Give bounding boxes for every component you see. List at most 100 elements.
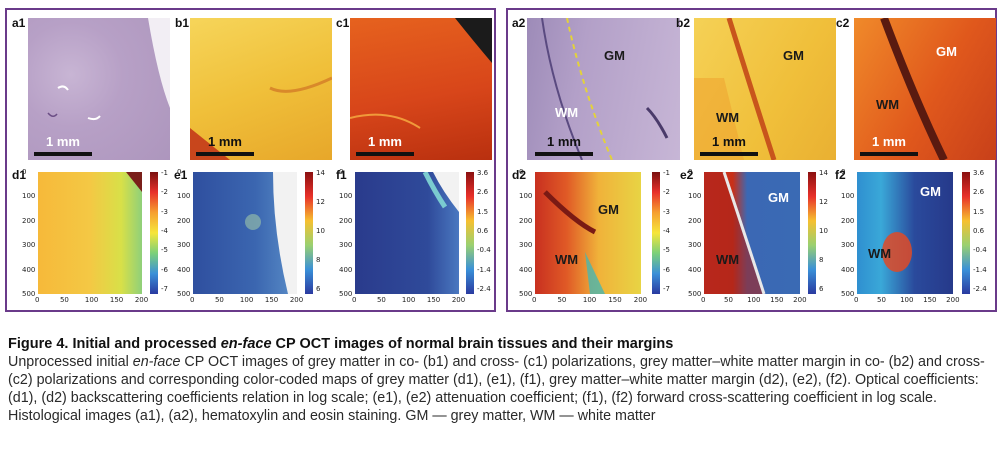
colorbar-tick-label: 10	[819, 226, 828, 235]
panel-label-f1: f1	[336, 168, 347, 182]
x-tick-label: 50	[214, 296, 224, 304]
colorbar-tick-label: -7	[663, 284, 670, 293]
colorbar-tick-label: -0.4	[973, 246, 987, 255]
colorbar-tick-label: -1	[161, 169, 168, 177]
x-tick-label: 150	[426, 296, 441, 304]
x-tick-label: 150	[770, 296, 784, 304]
colorbar-tick-label: 14	[316, 169, 325, 177]
caption-body: Unprocessed initial en-face CP OCT image…	[8, 354, 985, 424]
x-tick-label: 200	[633, 296, 648, 304]
y-tick-label: 500	[177, 290, 191, 298]
colorbar-e1	[305, 172, 313, 294]
x-tick-label: 150	[608, 296, 622, 304]
x-tick-label: 0	[532, 296, 537, 304]
panel-label-c1: c1	[336, 16, 350, 30]
colorbar-tick-label: -1	[663, 169, 670, 177]
attenuation-map-e2	[704, 172, 800, 294]
region-wm-a2: WM	[555, 105, 579, 120]
x-tick-label: 100	[401, 296, 416, 304]
caption-title: Figure 4. Initial and processed en-face …	[8, 336, 674, 352]
y-tick-label: 300	[339, 241, 353, 250]
y-tick-label: 300	[519, 241, 533, 250]
y-tick-label: 500	[841, 290, 855, 298]
y-tick-label: 500	[688, 290, 702, 298]
scale-bar-b1	[196, 152, 254, 156]
region-wm-d2: WM	[555, 252, 579, 267]
y-tick-label: 0	[339, 168, 344, 176]
region-gm-e2: GM	[768, 190, 789, 205]
colorbar-tick-label: -2	[161, 188, 168, 197]
panel-label-b1: b1	[175, 16, 190, 30]
colorbar-tick-label: -5	[663, 246, 670, 255]
colorbar-tick-label: -2	[663, 188, 670, 197]
forward-scatter-map-f1	[355, 172, 459, 294]
x-tick-label: 200	[793, 296, 807, 304]
y-tick-label: 400	[177, 265, 191, 274]
y-tick-label: 100	[22, 192, 36, 201]
backscatter-map-d2	[535, 172, 641, 294]
scale-label-a2: 1 mm	[547, 134, 581, 149]
y-tick-label: 400	[22, 265, 36, 274]
scale-bar-c2	[860, 152, 918, 156]
colorbar-tick-label: 8	[316, 255, 321, 264]
y-tick-label: 200	[519, 216, 533, 225]
x-tick-label: 150	[109, 296, 124, 304]
colorbar-tick-label: 10	[316, 226, 325, 235]
colorbar-tick-label: -5	[161, 246, 168, 255]
colorbar-tick-label: 12	[819, 197, 828, 206]
x-tick-label: 50	[724, 296, 733, 304]
panel-label-a2: a2	[512, 16, 526, 30]
attenuation-map-e1	[193, 172, 297, 294]
colorbar-tick-label: 2.6	[477, 188, 489, 197]
panel-label-e1: e1	[174, 168, 188, 182]
scale-label-a1: 1 mm	[46, 134, 80, 149]
colorbar-tick-label: -2.4	[973, 284, 987, 293]
y-tick-label: 200	[177, 216, 191, 225]
scale-label-c1: 1 mm	[368, 134, 402, 149]
x-tick-label: 100	[239, 296, 254, 304]
x-tick-label: 100	[84, 296, 99, 304]
region-gm-a2: GM	[604, 48, 625, 63]
scale-bar-a1	[34, 152, 92, 156]
panel-label-c2: c2	[836, 16, 850, 30]
colorbar-tick-label: -7	[161, 284, 168, 293]
y-tick-label: 0	[519, 168, 524, 176]
colorbar-tick-label: -1.4	[973, 265, 987, 274]
y-tick-label: 0	[841, 168, 846, 176]
scale-bar-a2	[535, 152, 593, 156]
y-tick-label: 300	[22, 241, 36, 250]
region-wm-b2: WM	[716, 110, 740, 125]
y-tick-label: 0	[22, 168, 27, 176]
y-tick-label: 100	[688, 192, 702, 201]
scale-bar-b2	[700, 152, 758, 156]
oct-co-polarization-b2	[694, 18, 836, 160]
scale-label-b1: 1 mm	[208, 134, 242, 149]
colorbar-e2	[808, 172, 816, 294]
scale-label-b2: 1 mm	[712, 134, 746, 149]
y-tick-label: 400	[519, 265, 533, 274]
region-gm-b2: GM	[783, 48, 804, 63]
map-texture-d2	[543, 190, 605, 294]
x-tick-label: 200	[289, 296, 304, 304]
figure-caption: Figure 4. Initial and processed en-face …	[8, 335, 993, 425]
backscatter-map-d1	[38, 172, 142, 294]
colorbar-tick-label: 14	[819, 169, 828, 177]
x-tick-label: 100	[747, 296, 761, 304]
colorbar-d2	[652, 172, 660, 294]
colorbar-tick-label: 3.6	[973, 169, 985, 177]
y-tick-label: 0	[688, 168, 693, 176]
histology-image-a1	[28, 18, 170, 160]
y-tick-label: 100	[841, 192, 855, 201]
region-gm-f2: GM	[920, 184, 941, 199]
y-tick-label: 400	[688, 265, 702, 274]
colorbar-tick-label: -6	[161, 265, 168, 274]
colorbar-tick-label: 3.6	[477, 169, 489, 177]
colorbar-tick-label: -3	[663, 207, 670, 216]
x-tick-label: 150	[923, 296, 937, 304]
colorbar-tick-label: -4	[663, 226, 670, 235]
y-tick-label: 500	[519, 290, 533, 298]
panel-label-d1: d1	[12, 168, 27, 182]
y-tick-label: 300	[688, 241, 702, 250]
panel-label-e2: e2	[680, 168, 694, 182]
y-tick-label: 100	[519, 192, 533, 201]
